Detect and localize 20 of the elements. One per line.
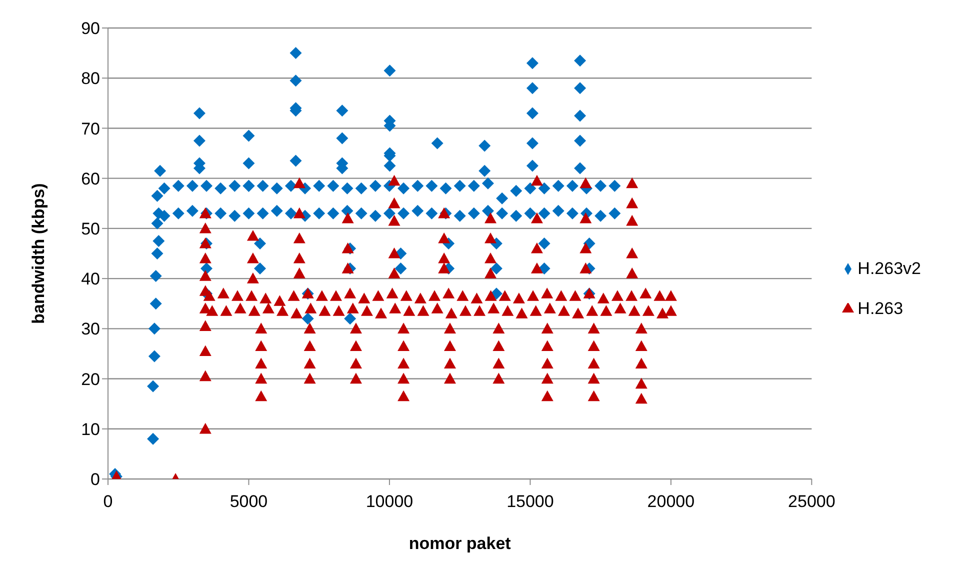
y-tick-label: 70 [81, 119, 100, 138]
y-tick-label: 50 [81, 219, 100, 238]
x-tick-label: 0 [103, 492, 113, 512]
y-tick-label: 20 [81, 370, 100, 389]
y-tick-label: 10 [81, 420, 100, 439]
y-axis-title: bandwidth (kbps) [29, 183, 48, 324]
x-tick-label: 10000 [366, 492, 414, 512]
y-tick-label: 90 [81, 19, 100, 38]
y-tick-label: 80 [81, 69, 100, 88]
legend-label: H.263 [858, 298, 904, 318]
y-tick-label: 30 [81, 320, 100, 339]
x-axis-title: nomor paket [408, 534, 512, 553]
x-tick-label: 20000 [647, 492, 695, 512]
x-tick-label: 5000 [230, 492, 268, 512]
x-tick-label: 15000 [506, 492, 554, 512]
x-tick-label: 25000 [788, 492, 836, 512]
y-tick-label: 0 [90, 470, 100, 490]
y-tick-label: 60 [81, 169, 100, 188]
legend-label: H.263v2 [858, 258, 921, 278]
y-tick-label: 40 [81, 270, 100, 289]
